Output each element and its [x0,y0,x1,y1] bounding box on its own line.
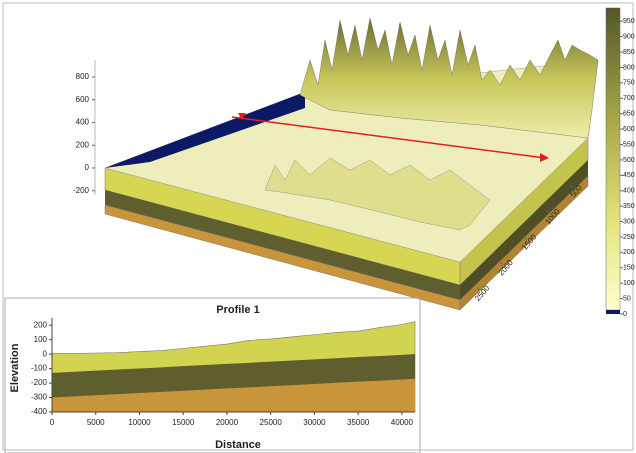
colorbar-zero [606,310,620,314]
z-tick-label: 400 [76,118,90,127]
colorbar-tick-label: 750 [623,80,635,87]
y-tick-label: 200 [34,320,48,329]
page: {"chart_data": [ {"type": "surface3d", "… [0,0,636,453]
x-tick-label: 30000 [303,418,326,427]
colorbar-tick-label: 150 [623,265,635,272]
colorbar-tick-label: 500 [623,157,635,164]
colorbar-tick-label: 300 [623,218,635,225]
y-tick-label: 0 [43,349,48,358]
z-tick-label: -200 [73,186,90,195]
x-tick-label: 25000 [260,418,283,427]
z-tick-label: 600 [76,95,90,104]
colorbar-tick-label: 650 [623,111,635,118]
x-tick-label: 35000 [347,418,370,427]
x-tick-label: 5000 [87,418,105,427]
x-tick-label: 40000 [391,418,414,427]
x-tick-label: 20000 [216,418,239,427]
x-tick-label: 15000 [172,418,195,427]
y-tick-label: -200 [31,378,48,387]
y-tick-label: -100 [31,364,48,373]
terrain-block [95,18,598,310]
y-axis-label: Elevation [9,343,21,392]
colorbar-tick-label: 850 [623,49,635,56]
colorbar-tick-label: 700 [623,95,635,102]
y-tick-label: -300 [31,393,48,402]
z-tick-label: 800 [76,72,90,81]
colorbar-tick-label: 100 [623,280,635,287]
colorbar-tick-label: 200 [623,249,635,256]
x-axis-label: Distance [215,439,261,451]
y-tick-label: -400 [31,407,48,416]
z-tick-label: 0 [85,163,90,172]
colorbar-tick-label: 900 [623,33,635,40]
colorbar-tick-label: 350 [623,203,635,210]
colorbar-tick-label: 800 [623,64,635,71]
chart: Profile 1 Distance Elevation 800 600 400 20… [0,0,636,453]
colorbar-tick-label: 450 [623,172,635,179]
colorbar-tick-label: 550 [623,141,635,148]
colorbar-tick-label: 250 [623,234,635,241]
colorbar-tick-label: 600 [623,126,635,133]
z-tick-label: 200 [76,140,90,149]
x-tick-label: 0 [50,418,55,427]
profile-title: Profile 1 [216,304,259,316]
colorbar-tick-label: 950 [623,18,635,25]
colorbar [606,8,620,310]
x-tick-label: 10000 [128,418,151,427]
colorbar-tick-label: 0 [623,311,627,318]
y-tick-label: 100 [34,335,48,344]
colorbar-tick-label: 400 [623,188,635,195]
colorbar-tick-label: 50 [623,295,631,302]
